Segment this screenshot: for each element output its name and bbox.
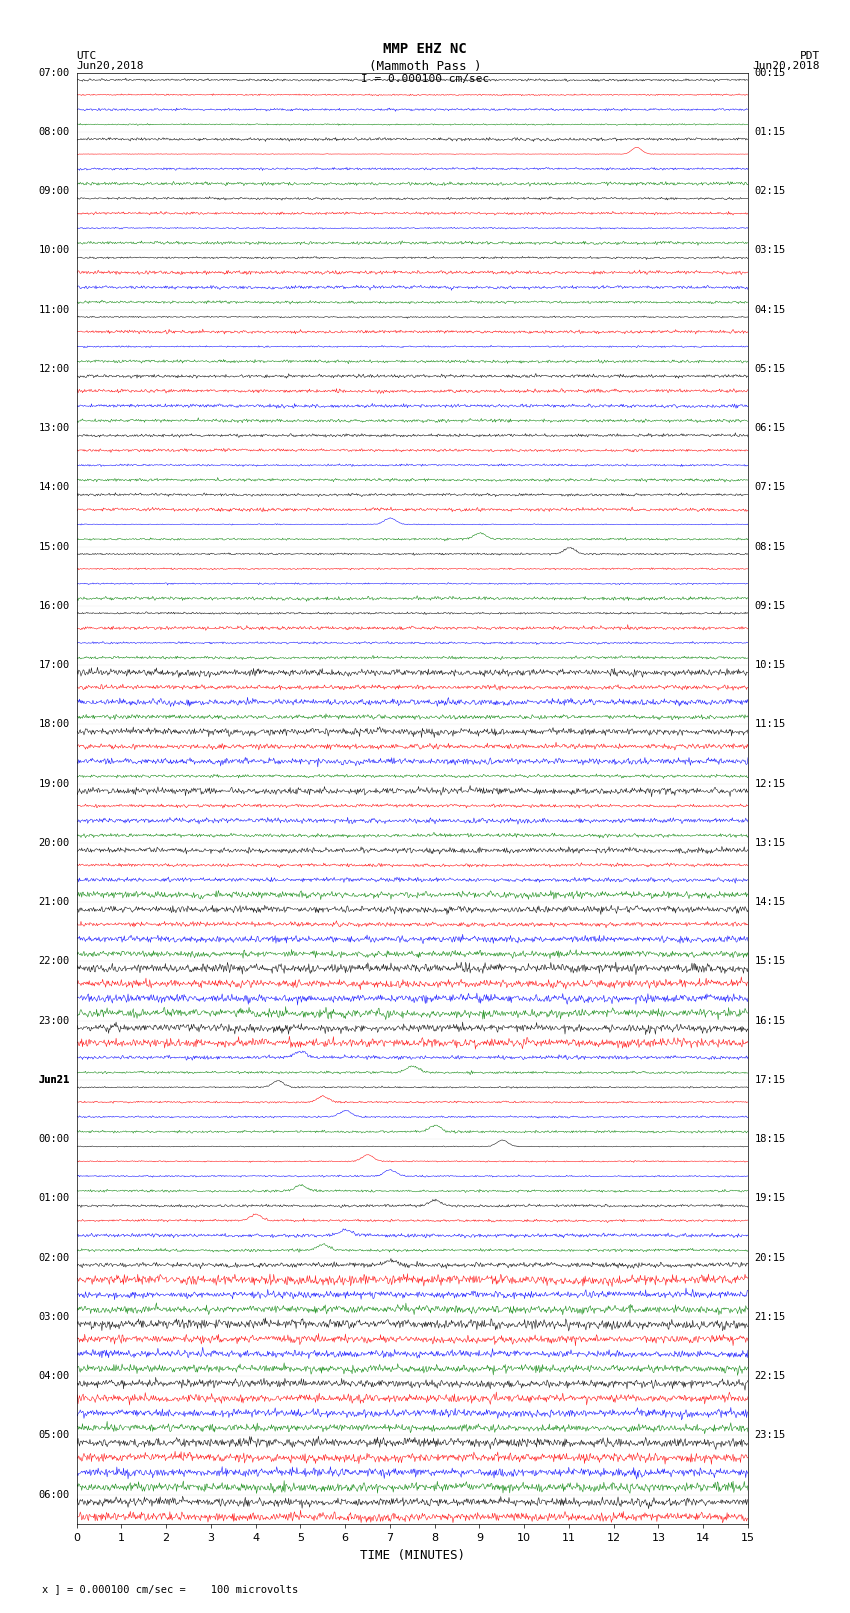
Text: 03:00: 03:00 <box>38 1311 70 1323</box>
X-axis label: TIME (MINUTES): TIME (MINUTES) <box>360 1548 465 1561</box>
Text: 17:00: 17:00 <box>38 660 70 669</box>
Text: 12:15: 12:15 <box>755 779 786 789</box>
Text: 05:00: 05:00 <box>38 1431 70 1440</box>
Text: 20:15: 20:15 <box>755 1253 786 1263</box>
Text: 14:15: 14:15 <box>755 897 786 907</box>
Text: 09:15: 09:15 <box>755 602 786 611</box>
Text: 10:15: 10:15 <box>755 660 786 669</box>
Text: 10:00: 10:00 <box>38 245 70 255</box>
Text: 15:00: 15:00 <box>38 542 70 552</box>
Text: 04:15: 04:15 <box>755 305 786 315</box>
Text: 21:15: 21:15 <box>755 1311 786 1323</box>
Text: 00:00: 00:00 <box>38 1134 70 1144</box>
Text: 16:15: 16:15 <box>755 1016 786 1026</box>
Text: 11:00: 11:00 <box>38 305 70 315</box>
Text: I = 0.000100 cm/sec: I = 0.000100 cm/sec <box>361 74 489 84</box>
Text: 16:00: 16:00 <box>38 602 70 611</box>
Text: Jun21: Jun21 <box>38 1074 70 1086</box>
Text: 23:00: 23:00 <box>38 1016 70 1026</box>
Text: 20:00: 20:00 <box>38 837 70 848</box>
Text: 18:00: 18:00 <box>38 719 70 729</box>
Text: 22:00: 22:00 <box>38 957 70 966</box>
Text: UTC: UTC <box>76 52 97 61</box>
Text: 17:15: 17:15 <box>755 1074 786 1086</box>
Text: Jun21: Jun21 <box>38 1074 70 1086</box>
Text: 19:15: 19:15 <box>755 1194 786 1203</box>
Text: 08:00: 08:00 <box>38 127 70 137</box>
Text: 22:15: 22:15 <box>755 1371 786 1381</box>
Text: 19:00: 19:00 <box>38 779 70 789</box>
Text: 15:15: 15:15 <box>755 957 786 966</box>
Text: 21:00: 21:00 <box>38 897 70 907</box>
Text: 06:15: 06:15 <box>755 423 786 434</box>
Text: 02:15: 02:15 <box>755 185 786 197</box>
Text: 06:00: 06:00 <box>38 1490 70 1500</box>
Text: 02:00: 02:00 <box>38 1253 70 1263</box>
Text: Jun20,2018: Jun20,2018 <box>76 61 144 71</box>
Text: x ] = 0.000100 cm/sec =    100 microvolts: x ] = 0.000100 cm/sec = 100 microvolts <box>42 1584 298 1594</box>
Text: 18:15: 18:15 <box>755 1134 786 1144</box>
Text: 07:15: 07:15 <box>755 482 786 492</box>
Text: 14:00: 14:00 <box>38 482 70 492</box>
Text: 09:00: 09:00 <box>38 185 70 197</box>
Text: 13:15: 13:15 <box>755 837 786 848</box>
Text: 05:15: 05:15 <box>755 365 786 374</box>
Text: 00:15: 00:15 <box>755 68 786 77</box>
Text: PDT: PDT <box>800 52 820 61</box>
Text: 08:15: 08:15 <box>755 542 786 552</box>
Text: 07:00: 07:00 <box>38 68 70 77</box>
Text: MMP EHZ NC: MMP EHZ NC <box>383 42 467 56</box>
Text: 01:00: 01:00 <box>38 1194 70 1203</box>
Text: 12:00: 12:00 <box>38 365 70 374</box>
Text: 04:00: 04:00 <box>38 1371 70 1381</box>
Text: 23:15: 23:15 <box>755 1431 786 1440</box>
Text: 13:00: 13:00 <box>38 423 70 434</box>
Text: Jun20,2018: Jun20,2018 <box>753 61 820 71</box>
Text: 11:15: 11:15 <box>755 719 786 729</box>
Text: 03:15: 03:15 <box>755 245 786 255</box>
Text: (Mammoth Pass ): (Mammoth Pass ) <box>369 60 481 73</box>
Text: 01:15: 01:15 <box>755 127 786 137</box>
